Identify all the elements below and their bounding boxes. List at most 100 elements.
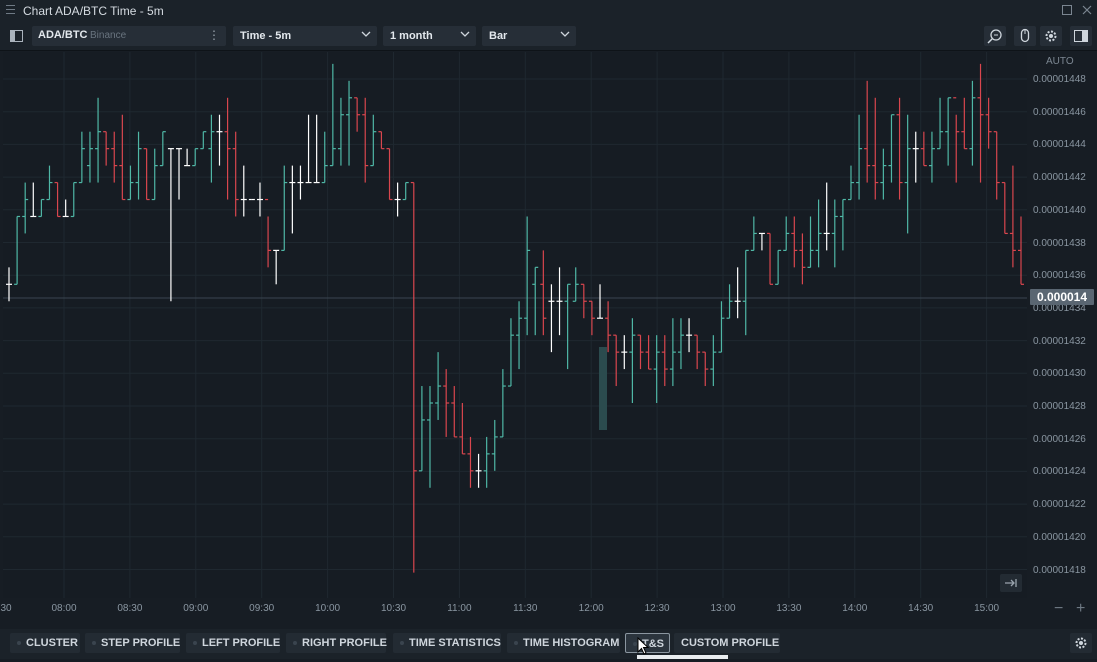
maximize-icon[interactable] (1062, 5, 1072, 15)
search-zoom-icon[interactable] (984, 26, 1006, 46)
ohlc-bar (1001, 181, 1008, 235)
ohlc-bar (588, 300, 595, 336)
ohlc-bar (38, 198, 45, 218)
ohlc-bar (524, 216, 531, 336)
tab-right-profile[interactable]: RIGHT PROFILE (286, 633, 387, 653)
ohlc-bar (945, 97, 952, 166)
ohlc-bar (167, 148, 174, 302)
ohlc-bar (14, 215, 21, 285)
timeframe-label: Time - 5m (240, 30, 292, 42)
tab-step-profile[interactable]: STEP PROFILE (85, 633, 180, 653)
ohlc-bar (920, 131, 927, 167)
ohlc-bar (281, 165, 288, 251)
ohlc-bar (985, 97, 992, 149)
ohlc-bar (556, 267, 563, 336)
ohlc-bar (953, 97, 960, 183)
ohlc-bar (572, 267, 579, 302)
price-tick-label: 0.00001434 (1033, 302, 1086, 314)
indicator-tabs-bar: CLUSTER STEP PROFILE LEFT PROFILE RIGHT … (0, 629, 1097, 659)
ohlc-bar (896, 97, 903, 200)
ohlc-bar (799, 233, 806, 285)
scroll-to-latest-icon[interactable] (1000, 574, 1022, 592)
time-tick-label: 09:30 (249, 603, 275, 614)
mouse-icon[interactable] (1014, 26, 1036, 46)
ohlc-bar (443, 369, 450, 437)
ohlc-bar (645, 335, 652, 370)
price-tick-label: 0.00001424 (1033, 466, 1086, 478)
ohlc-bar (823, 182, 830, 251)
ohlc-bar (78, 131, 85, 184)
ohlc-bar (856, 114, 863, 200)
price-tick-label: 0.00001428 (1033, 401, 1086, 412)
price-tick-label: 0.00001444 (1033, 139, 1086, 151)
price-tick-label: 0.00001426 (1033, 433, 1086, 445)
tab-cluster[interactable]: CLUSTER (10, 633, 80, 653)
chart-toolbar: ADA/BTC Binance ⋮ Time - 5m 1 month Bar (0, 22, 1097, 51)
tab-time-statistics[interactable]: TIME STATISTICS (393, 633, 501, 653)
ohlc-bar (265, 198, 272, 268)
time-tick-label: 10:30 (380, 603, 407, 614)
chevron-down-icon (361, 31, 371, 37)
symbol-selector[interactable]: ADA/BTC Binance ⋮ (32, 26, 226, 46)
ohlc-bar (532, 266, 539, 336)
ohlc-bar (86, 131, 93, 183)
price-tick-label: 0.00001440 (1033, 204, 1086, 216)
symbol-label: ADA/BTC (38, 29, 88, 41)
tab-custom-profile[interactable]: CUSTOM PROFILE (674, 633, 780, 653)
settings-gear-icon[interactable] (1070, 633, 1092, 653)
ohlc-bar (507, 318, 514, 387)
ohlc-bar (370, 114, 377, 167)
price-scale-mode[interactable]: AUTO (1046, 56, 1074, 67)
ohlc-bar (475, 453, 482, 488)
tab-time-and-sales[interactable]: T&S (625, 633, 670, 653)
symbol-options-icon[interactable]: ⋮ (208, 28, 220, 42)
ohlc-bar (418, 386, 425, 472)
tab-left-profile[interactable]: LEFT PROFILE (186, 633, 280, 653)
ohlc-bar (70, 181, 77, 218)
ohlc-bar (95, 97, 102, 183)
ohlc-bar (605, 301, 612, 353)
exchange-label: Binance (90, 30, 127, 41)
ohlc-bar (597, 284, 604, 319)
time-axis[interactable]: 30 08:00 08:30 09:00 09:30 10:00 10:30 11:00 11:… (0, 598, 1097, 626)
mouse-cursor-icon (637, 636, 651, 662)
price-tick-label: 0.00001442 (1033, 172, 1086, 184)
zoom-out-icon[interactable]: − (1054, 600, 1064, 617)
ohlc-bar (621, 335, 628, 370)
right-panel-toggle-icon[interactable] (1070, 26, 1092, 46)
period-label: 1 month (390, 30, 433, 42)
ohlc-bar (499, 369, 506, 438)
price-tick-label: 0.00001422 (1033, 499, 1086, 511)
ohlc-bar (321, 131, 328, 184)
ohlc-bar (548, 284, 555, 353)
time-tick-label: 12:30 (644, 603, 670, 614)
price-tick-label: 0.00001430 (1033, 368, 1086, 380)
ohlc-bar (872, 97, 879, 200)
ohlc-bar (483, 436, 490, 488)
ohlc-bar (313, 114, 320, 184)
period-dropdown[interactable]: 1 month (383, 26, 476, 46)
ohlc-bar (807, 216, 814, 268)
hamburger-menu-icon[interactable] (6, 5, 15, 14)
ohlc-bar (305, 114, 312, 184)
settings-gear-icon[interactable] (1040, 26, 1062, 46)
tab-time-histogram[interactable]: TIME HISTOGRAM (507, 633, 620, 653)
ohlc-bar (961, 97, 968, 150)
price-axis[interactable]: AUTO 0.00001448 0.00001446 0.00001444 0.000… (1027, 52, 1097, 598)
chart-plot-area[interactable] (3, 52, 1027, 598)
timeframe-dropdown[interactable]: Time - 5m (233, 26, 377, 46)
zoom-in-icon[interactable]: + (1076, 600, 1086, 617)
ohlc-bar (62, 199, 69, 218)
ohlc-bar (362, 97, 369, 183)
close-icon[interactable] (1082, 5, 1092, 15)
ohlc-bar (847, 165, 854, 201)
ohlc-bar (22, 182, 29, 234)
ohlc-bar (459, 403, 466, 455)
chart-type-dropdown[interactable]: Bar (482, 26, 576, 46)
sidebar-toggle-icon[interactable] (8, 27, 26, 45)
ohlc-bar (297, 165, 304, 200)
ohlc-bar (232, 131, 239, 217)
time-tick-label: 15:00 (974, 603, 1000, 614)
price-tick-label: 0.00001432 (1033, 335, 1086, 347)
ohlc-bar (289, 165, 296, 234)
